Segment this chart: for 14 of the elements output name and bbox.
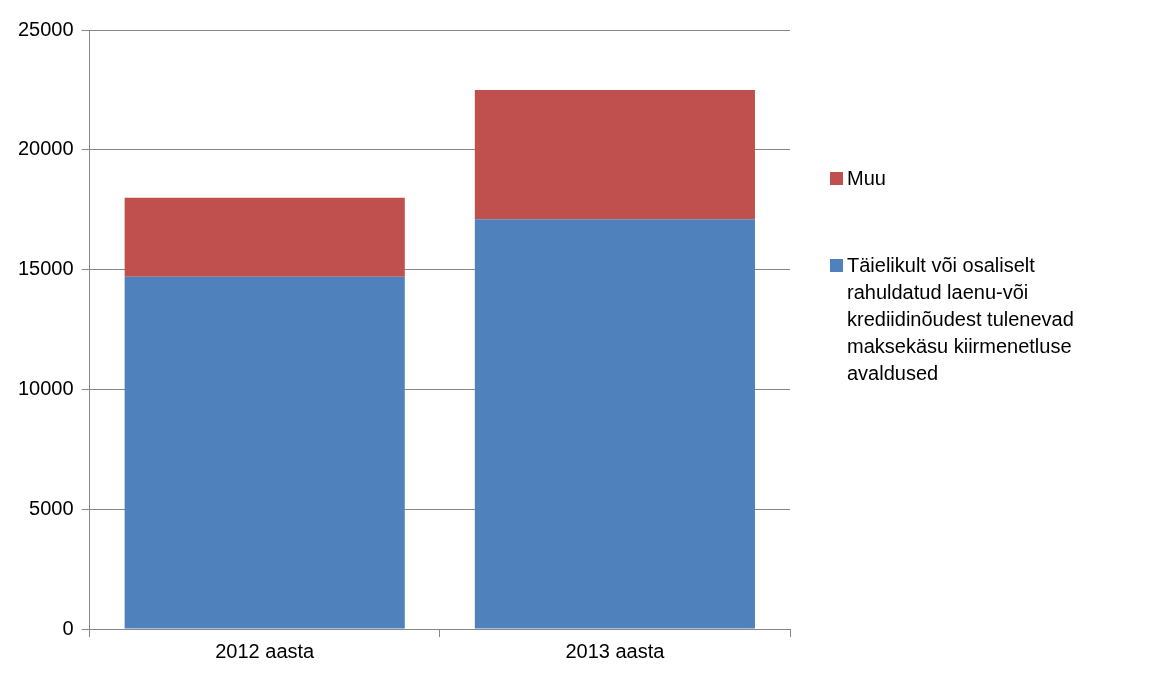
y-tick-label: 20000 — [17, 137, 74, 160]
y-tick-label: 10000 — [17, 376, 74, 399]
x-tick-label: 2013 aasta — [565, 639, 666, 662]
bar — [474, 219, 755, 629]
x-tick-label: 2012 aasta — [215, 639, 316, 662]
bar — [124, 276, 405, 629]
legend-label: Muu — [847, 166, 886, 191]
y-tick-label: 15000 — [17, 257, 74, 280]
legend-label: Täielikult või osaliselt rahuldatud laenu-või krediidinõudest tulenevad maksekäsu kiirmenetluse avaldused — [847, 253, 1075, 386]
bar — [474, 89, 755, 220]
bar — [124, 197, 405, 277]
y-tick-label: 5000 — [29, 496, 74, 519]
y-tick-label: 0 — [62, 616, 74, 639]
y-tick-label: 25000 — [17, 17, 74, 40]
